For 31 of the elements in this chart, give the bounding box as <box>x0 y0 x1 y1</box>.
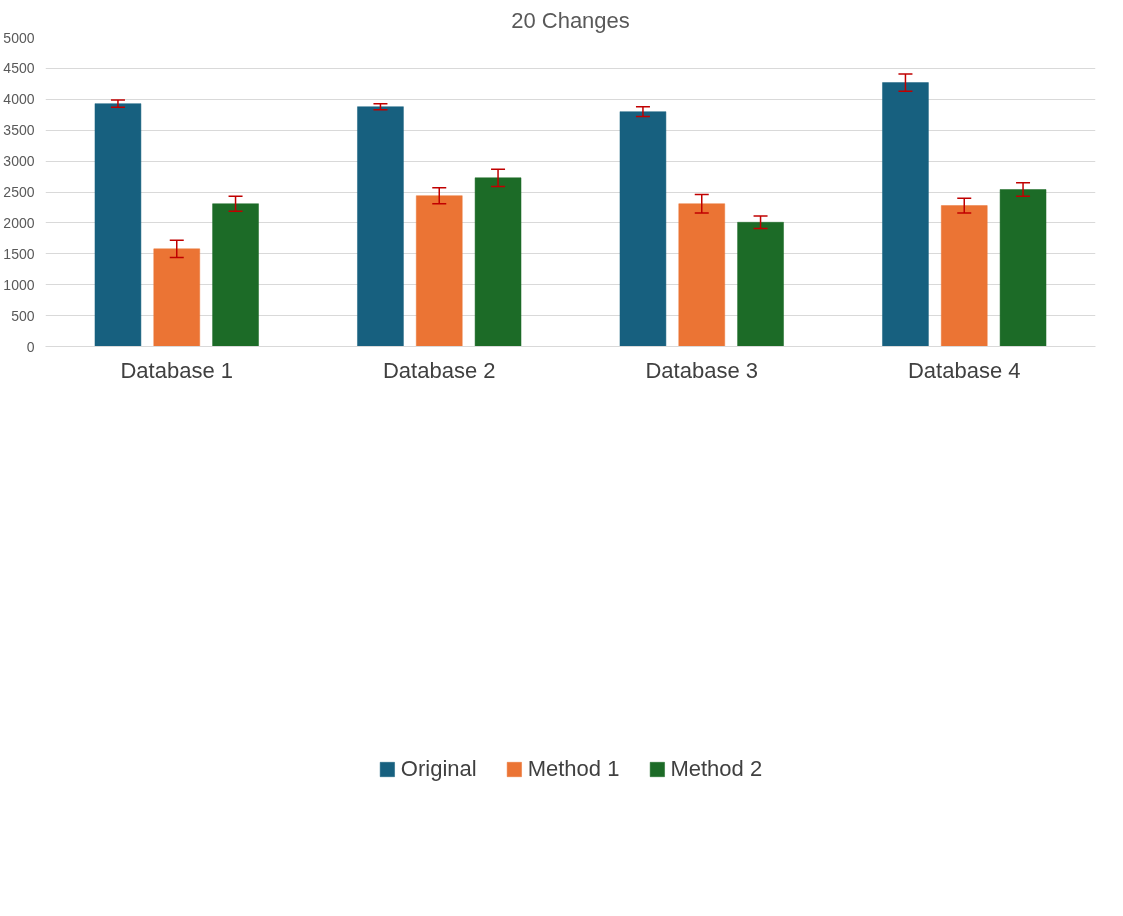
chart-title: 20 Changes <box>511 7 630 33</box>
x-tick-label: Database 1 <box>120 357 234 383</box>
bar <box>153 248 200 347</box>
legend-label: Method 2 <box>670 755 763 782</box>
bar <box>941 205 988 347</box>
bar <box>357 106 404 347</box>
bar <box>882 82 929 347</box>
y-tick-label: 0 <box>26 338 35 355</box>
bar <box>619 111 667 347</box>
bar <box>416 195 463 347</box>
x-tick-label: Database 4 <box>907 357 1021 383</box>
y-tick-label: 2500 <box>3 184 35 200</box>
bar <box>212 203 259 347</box>
y-tick-label: 5000 <box>3 29 35 46</box>
bar <box>737 222 784 347</box>
bar <box>94 103 142 347</box>
y-tick-label: 3000 <box>3 153 35 170</box>
legend-label: Original <box>400 755 477 782</box>
x-tick-label: Database 2 <box>382 357 496 383</box>
y-tick-label: 1500 <box>3 245 35 262</box>
x-tick-label: Database 3 <box>645 357 759 383</box>
bar <box>474 177 522 347</box>
y-tick-label: 500 <box>11 307 35 324</box>
legend-label: Method 1 <box>527 755 620 782</box>
y-tick-label: 4500 <box>3 60 35 77</box>
y-tick-label: 1000 <box>3 276 35 293</box>
bar <box>999 189 1047 347</box>
y-tick-label: 3500 <box>3 122 35 139</box>
y-tick-label: 4000 <box>3 91 35 108</box>
bar <box>678 203 725 347</box>
y-tick-label: 2000 <box>3 214 35 231</box>
